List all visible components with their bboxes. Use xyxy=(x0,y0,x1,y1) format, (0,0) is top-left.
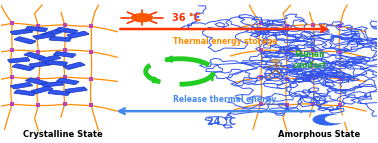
Text: Thermal energy storage: Thermal energy storage xyxy=(173,37,277,46)
Text: 36 °C: 36 °C xyxy=(172,13,201,23)
FancyBboxPatch shape xyxy=(57,78,79,85)
FancyBboxPatch shape xyxy=(33,33,55,39)
FancyBboxPatch shape xyxy=(14,37,36,44)
Circle shape xyxy=(132,14,152,22)
Text: Release thermal energy: Release thermal energy xyxy=(173,95,276,104)
FancyBboxPatch shape xyxy=(63,62,85,69)
FancyBboxPatch shape xyxy=(56,27,78,34)
FancyBboxPatch shape xyxy=(12,64,34,71)
Text: Crystalline State: Crystalline State xyxy=(23,130,103,139)
Text: 24 °C: 24 °C xyxy=(206,118,235,127)
FancyBboxPatch shape xyxy=(31,86,53,94)
Text: Sustainable: Sustainable xyxy=(156,68,203,75)
FancyBboxPatch shape xyxy=(8,57,30,63)
FancyBboxPatch shape xyxy=(54,52,76,57)
Circle shape xyxy=(325,115,348,123)
FancyBboxPatch shape xyxy=(25,26,48,32)
FancyBboxPatch shape xyxy=(14,90,36,96)
Text: Amorphous State: Amorphous State xyxy=(278,130,360,139)
FancyBboxPatch shape xyxy=(67,31,89,38)
Circle shape xyxy=(313,114,344,126)
FancyBboxPatch shape xyxy=(42,82,64,87)
Circle shape xyxy=(271,59,280,63)
FancyBboxPatch shape xyxy=(39,55,61,62)
Text: Human
comfort: Human comfort xyxy=(293,50,327,70)
FancyBboxPatch shape xyxy=(49,36,71,41)
FancyBboxPatch shape xyxy=(24,52,45,60)
FancyBboxPatch shape xyxy=(41,29,62,37)
FancyBboxPatch shape xyxy=(10,83,33,89)
FancyBboxPatch shape xyxy=(10,29,33,35)
FancyBboxPatch shape xyxy=(45,60,68,66)
FancyBboxPatch shape xyxy=(29,61,51,67)
FancyBboxPatch shape xyxy=(65,87,87,93)
FancyBboxPatch shape xyxy=(26,78,47,85)
FancyBboxPatch shape xyxy=(48,90,70,95)
